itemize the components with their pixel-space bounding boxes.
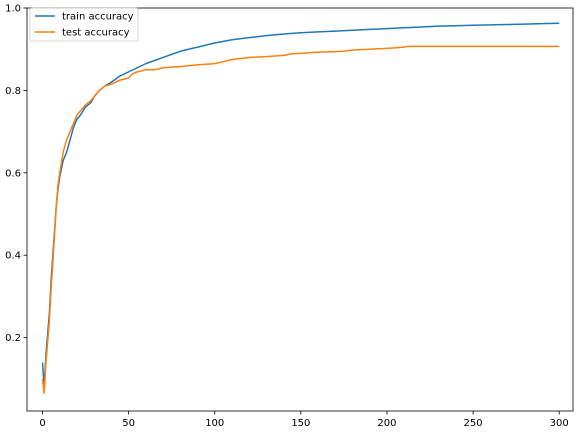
x-axis: 0 50 100 150 200 250 300 bbox=[39, 411, 569, 429]
x-tick-label: 200 bbox=[377, 418, 396, 429]
x-tick-label: 100 bbox=[205, 418, 224, 429]
series-layer bbox=[41, 22, 560, 395]
y-axis: 0.2 0.4 0.6 0.8 1.0 bbox=[5, 4, 27, 344]
legend-box bbox=[29, 7, 139, 42]
x-tick-label: 300 bbox=[550, 418, 569, 429]
y-tick-label: 0.4 bbox=[5, 251, 21, 262]
legend: train accuracy test accuracy bbox=[29, 7, 139, 42]
x-tick-label: 50 bbox=[122, 418, 135, 429]
plot-frame bbox=[26, 7, 574, 412]
y-tick-label: 0.6 bbox=[5, 168, 21, 179]
x-tick-label: 250 bbox=[464, 418, 483, 429]
y-tick-label: 0.2 bbox=[5, 333, 21, 344]
y-tick-label: 0.8 bbox=[5, 86, 21, 97]
series-line-test-accuracy bbox=[41, 45, 560, 395]
x-tick-label: 0 bbox=[39, 418, 45, 429]
x-tick-label: 150 bbox=[291, 418, 310, 429]
legend-label-train-accuracy: train accuracy bbox=[62, 12, 134, 23]
legend-label-test-accuracy: test accuracy bbox=[62, 28, 130, 39]
y-tick-label: 1.0 bbox=[5, 4, 21, 15]
